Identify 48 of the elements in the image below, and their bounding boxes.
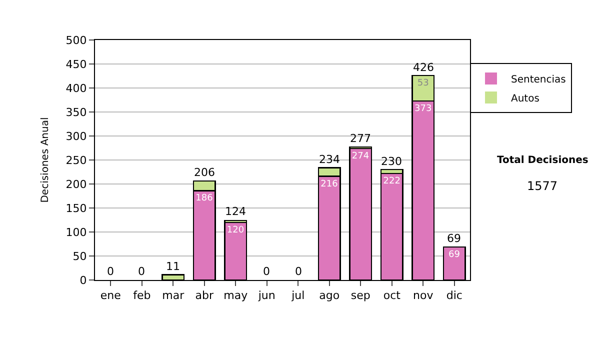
text: Total Decisiones: [497, 155, 588, 166]
text: 1577: [527, 179, 558, 193]
total-label: 69: [447, 232, 461, 245]
legend-label: Autos: [511, 93, 540, 104]
x-tick-label: ago: [319, 289, 340, 302]
total-label: 206: [194, 166, 215, 179]
y-tick-label: 500: [66, 34, 87, 47]
y-axis-title: Decisiones Anual: [40, 117, 51, 203]
total-label: 234: [319, 153, 340, 166]
total-label: 11: [166, 260, 180, 273]
y-tick-label: 150: [66, 202, 87, 215]
total-label: 0: [263, 265, 270, 278]
y-tick-label: 300: [66, 130, 87, 143]
x-tick-label: oct: [383, 289, 402, 302]
total-label: 0: [107, 265, 114, 278]
y-tick-label: 450: [66, 58, 87, 71]
y-tick-label: 100: [66, 226, 87, 239]
data-label: 53: [417, 78, 429, 89]
data-label: 222: [383, 176, 400, 186]
data-label: 373: [414, 104, 432, 114]
data-label: 69: [448, 250, 460, 260]
total-label: 277: [350, 132, 371, 145]
y-tick-label: 350: [66, 106, 87, 119]
y-tick-label: 0: [80, 274, 87, 287]
y-tick-label: 50: [72, 250, 87, 263]
y-tick-label: 250: [66, 154, 87, 167]
x-tick-label: mar: [162, 289, 185, 302]
total-label: 230: [381, 155, 402, 168]
x-tick-label: jul: [290, 289, 305, 302]
total-label: 124: [225, 205, 246, 218]
x-tick-label: may: [224, 289, 248, 302]
legend-label: Sentencias: [511, 74, 566, 86]
x-tick-label: sep: [350, 289, 370, 302]
x-tick-label: ene: [100, 289, 122, 302]
y-tick-label: 400: [66, 82, 87, 95]
total-label: 426: [413, 61, 434, 74]
data-label: 186: [196, 194, 214, 204]
x-tick-label: jun: [257, 289, 276, 302]
x-tick-label: feb: [133, 289, 151, 302]
data-label: 120: [226, 225, 244, 236]
y-tick-label: 200: [66, 178, 87, 191]
data-label: 274: [352, 151, 370, 162]
x-tick-label: nov: [413, 289, 434, 302]
total-label: 0: [295, 265, 302, 278]
total-label: 0: [138, 265, 145, 278]
data-label: 216: [320, 179, 338, 190]
x-tick-label: dic: [446, 289, 462, 302]
x-tick-label: abr: [195, 289, 214, 302]
